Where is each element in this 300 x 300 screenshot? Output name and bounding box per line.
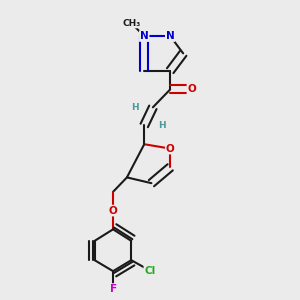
Text: O: O: [109, 206, 118, 216]
Text: N: N: [140, 31, 148, 41]
Text: N: N: [166, 31, 175, 41]
Text: H: H: [159, 121, 166, 130]
Text: H: H: [131, 103, 139, 112]
Text: Cl: Cl: [144, 266, 156, 276]
Text: O: O: [166, 144, 175, 154]
Text: O: O: [188, 84, 196, 94]
Text: CH₃: CH₃: [122, 19, 140, 28]
Text: F: F: [110, 284, 117, 294]
